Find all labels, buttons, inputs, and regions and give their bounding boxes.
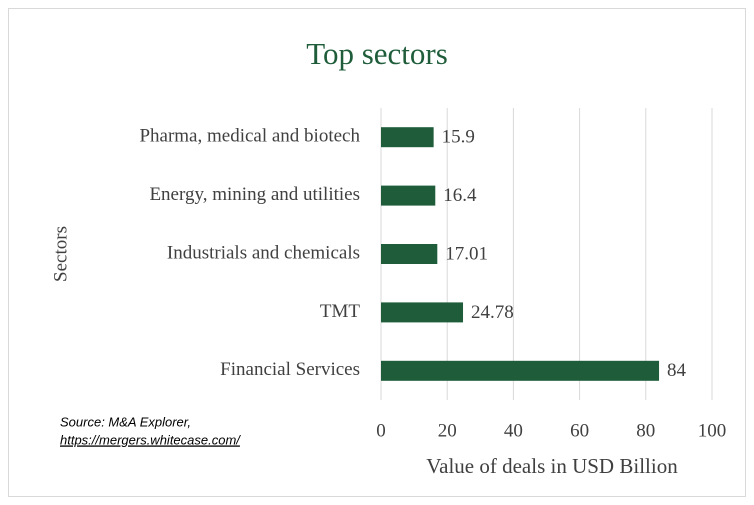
y-tick-label: Industrials and chemicals: [167, 242, 360, 263]
x-tick-label: 60: [570, 420, 589, 441]
x-tick-label: 0: [376, 420, 386, 441]
y-axis-label: Sectors: [50, 226, 71, 282]
y-tick-label: TMT: [320, 301, 361, 322]
x-tick-label: 80: [636, 420, 655, 441]
bar: [381, 302, 464, 323]
y-tick-label: Financial Services: [220, 359, 360, 380]
data-label: 15.9: [442, 127, 475, 148]
bar: [381, 360, 660, 381]
x-tick-label: 40: [504, 420, 523, 441]
data-label: 24.78: [471, 302, 514, 323]
x-tick-label: 20: [438, 420, 457, 441]
x-tick-label: 100: [698, 420, 727, 441]
bar: [381, 185, 436, 206]
bar: [381, 244, 438, 264]
y-tick-label: Energy, mining and utilities: [149, 184, 360, 205]
source-note: Source: M&A Explorer,: [60, 414, 191, 429]
chart-frame: [8, 8, 746, 497]
data-label: 16.4: [443, 185, 477, 206]
source-url: https://mergers.whitecase.com/: [60, 432, 241, 447]
data-label: 84: [667, 360, 687, 381]
y-tick-label: Pharma, medical and biotech: [139, 126, 360, 147]
x-axis-label: Value of deals in USD Billion: [426, 454, 678, 478]
data-label: 17.01: [445, 243, 488, 264]
bar: [381, 127, 434, 148]
chart-title: Top sectors: [306, 36, 448, 71]
